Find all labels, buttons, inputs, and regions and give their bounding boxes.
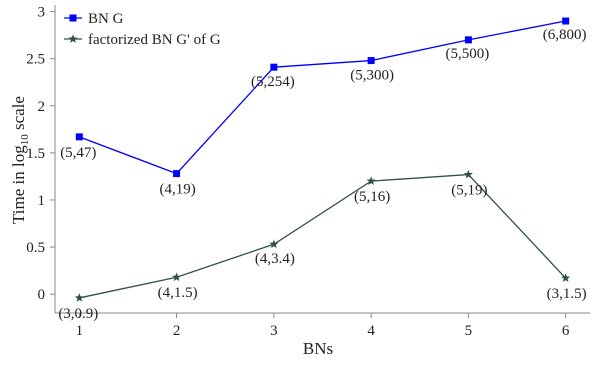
series-1: (5,47) (4,19) (5,254) (5,300) (5,500) (6,800) [60,17,587,198]
y-tick-label: 1 [38,193,46,209]
legend-label: factorized BN G' of G [88,32,221,48]
data-label: (5,16) [354,189,390,205]
data-point-marker [75,133,83,141]
data-label: (3,0.9) [58,306,98,322]
data-label: (6,800) [543,27,587,43]
data-point-marker [366,176,376,186]
y-axis-label: Time in log10 scale [9,96,31,224]
series-line [79,173,567,299]
data-point-marker [269,239,279,249]
data-point-marker [173,170,181,178]
x-axis-label: BNs [303,339,333,358]
data-label: (4,3.4) [255,251,295,267]
legend-item: factorized BN G' of G [64,32,221,48]
series-line [79,20,566,175]
y-tick-label: 0.5 [26,240,45,256]
data-label: (5,47) [60,145,96,161]
y-tick-label: 3 [38,5,46,21]
data-point-marker [464,36,472,44]
data-label: (5,500) [446,46,490,62]
plot-area: (5,47) (4,19) (5,254) (5,300) (5,500) (6,800)… [58,17,587,322]
y-tick-label: 1.5 [26,146,45,162]
x-tick-label: 1 [76,323,84,339]
data-point-marker [561,273,571,283]
y-tick-label: 2.5 [26,52,45,68]
x-tick-label: 2 [173,323,181,339]
legend-marker [69,14,77,22]
data-label: (4,19) [159,182,195,198]
data-point-marker [270,63,278,71]
data-point-marker [463,169,473,179]
legend-marker [68,34,78,43]
x-axis-ticks: 1 2 3 4 5 6 [76,313,570,339]
x-tick-label: 5 [465,323,473,339]
data-label: (5,300) [350,68,394,84]
x-tick-label: 6 [562,323,570,339]
y-tick-label: 0 [38,287,46,303]
x-tick-label: 4 [367,323,375,339]
data-label: (5,19) [451,183,487,199]
data-label: (5,254) [251,74,295,90]
y-tick-label: 2 [38,99,46,115]
x-tick-label: 3 [270,323,278,339]
data-point-marker [562,17,570,25]
y-axis-ticks: 0 0.5 1 1.5 2 2.5 3 [26,5,55,303]
data-point-marker [74,293,84,302]
data-label: (4,1.5) [158,285,198,301]
data-label: (3,1.5) [547,286,587,302]
series-2: (3,0.9) (4,1.5) (4,3.4) (5,16) (5,19) (3,1.5) [58,169,587,322]
legend-item: BN G [64,11,124,27]
legend-label: BN G [88,11,124,27]
legend: BN G factorized BN G' of G [64,11,221,48]
data-point-marker [367,57,375,65]
data-point-marker [172,272,182,282]
